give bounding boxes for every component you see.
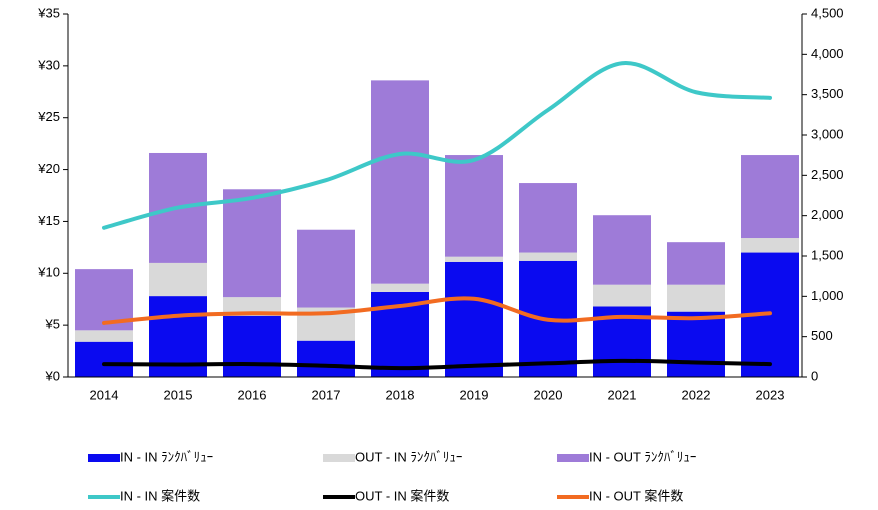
y-tick-label: ¥15 xyxy=(37,213,60,228)
legend-swatch xyxy=(88,454,120,462)
legend-label: OUT - IN 案件数 xyxy=(355,488,449,503)
y2-tick-label: 4,500 xyxy=(811,5,844,20)
y-tick-label: ¥5 xyxy=(45,317,60,332)
bar-segment xyxy=(667,242,725,285)
x-tick-label: 2018 xyxy=(386,387,415,402)
bar-segment xyxy=(297,229,355,308)
bar-segment xyxy=(519,183,577,253)
bar-segment xyxy=(519,252,577,261)
legend-label: OUT - IN ﾗﾝｸﾊﾞﾘｭｰ xyxy=(355,449,462,464)
x-tick-label: 2017 xyxy=(312,387,341,402)
bar-segment xyxy=(75,330,133,342)
y-tick-label: ¥35 xyxy=(37,5,60,20)
legend-label: IN - OUT 案件数 xyxy=(589,488,683,503)
line-series xyxy=(102,61,772,230)
bar-segment xyxy=(297,340,355,377)
bar-segment xyxy=(445,155,503,257)
y-tick-label: ¥30 xyxy=(37,57,60,72)
y2-tick-label: 1,500 xyxy=(811,247,844,262)
x-tick-label: 2020 xyxy=(534,387,563,402)
bar-segment xyxy=(741,238,799,253)
legend-label: IN - IN ﾗﾝｸﾊﾞﾘｭｰ xyxy=(120,449,213,464)
bar-segment xyxy=(593,215,651,285)
bar-segment xyxy=(223,297,281,316)
bar-segment xyxy=(75,341,133,377)
bar-segment xyxy=(593,284,651,307)
y2-tick-label: 0 xyxy=(811,368,818,383)
y2-tick-label: 2,000 xyxy=(811,207,844,222)
x-tick-label: 2016 xyxy=(238,387,267,402)
bar-segment xyxy=(371,80,429,284)
y-tick-label: ¥25 xyxy=(37,109,60,124)
x-tick-label: 2019 xyxy=(460,387,489,402)
bar-segment xyxy=(667,284,725,312)
y-tick-label: ¥20 xyxy=(37,161,60,176)
legend-label: IN - OUT ﾗﾝｸﾊﾞﾘｭｰ xyxy=(589,449,696,464)
y2-tick-label: 2,500 xyxy=(811,167,844,182)
bar-segment xyxy=(741,155,799,239)
bar-segment xyxy=(445,261,503,377)
bar-segment xyxy=(667,311,725,377)
bar-segment xyxy=(149,262,207,297)
y2-tick-label: 500 xyxy=(811,328,833,343)
y2-tick-label: 4,000 xyxy=(811,46,844,61)
legend-swatch xyxy=(557,454,589,462)
x-tick-label: 2015 xyxy=(164,387,193,402)
x-tick-label: 2023 xyxy=(756,387,785,402)
line-series xyxy=(102,358,772,371)
legend-swatch xyxy=(323,454,355,462)
y2-tick-label: 3,000 xyxy=(811,126,844,141)
x-tick-label: 2022 xyxy=(682,387,711,402)
x-tick-label: 2021 xyxy=(608,387,637,402)
bar-segment xyxy=(445,256,503,262)
bar-segment xyxy=(371,283,429,292)
bar-segment xyxy=(223,189,281,298)
bar-segment xyxy=(223,315,281,377)
line-series xyxy=(102,296,772,325)
y2-tick-label: 1,000 xyxy=(811,288,844,303)
y2-tick-label: 3,500 xyxy=(811,86,844,101)
x-tick-label: 2014 xyxy=(90,387,119,402)
y-tick-label: ¥0 xyxy=(45,368,60,383)
y-tick-label: ¥10 xyxy=(37,265,60,280)
legend-label: IN - IN 案件数 xyxy=(120,488,200,503)
